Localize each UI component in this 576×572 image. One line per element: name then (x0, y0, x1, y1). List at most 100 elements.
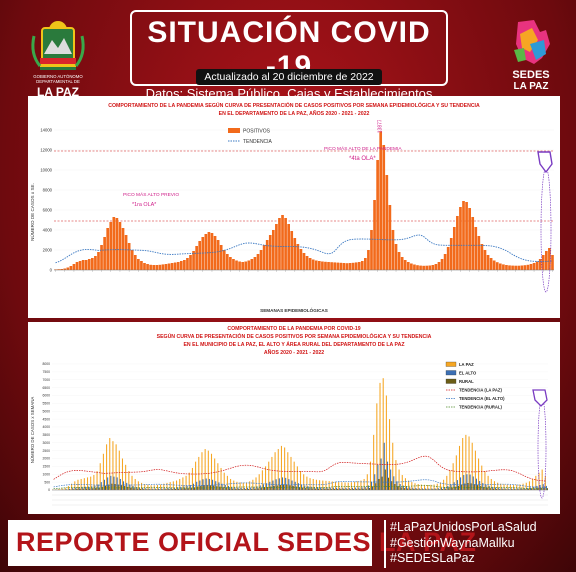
chart2-bar-la-paz (347, 482, 349, 490)
chart2-bar-el-alto (339, 487, 341, 490)
chart1-bar (284, 218, 287, 270)
chart2-bar-rural (397, 486, 399, 490)
chart1-bar (204, 234, 208, 270)
chart1-bar (192, 251, 195, 270)
chart2-bar-rural (451, 487, 453, 490)
chart2-bar-rural (133, 488, 135, 490)
chart1-bar (66, 267, 70, 270)
chart1-y-tick-label: 6000 (43, 208, 53, 213)
chart1-bar (235, 260, 238, 270)
chart1-y-tick-label: 10000 (40, 168, 52, 173)
logo-right-line2: LA PAZ (514, 81, 549, 92)
chart1-bar (259, 250, 263, 270)
chart2-bar-el-alto (119, 478, 121, 490)
chart2-trend-line (53, 485, 547, 490)
chart2-bar-rural (248, 489, 250, 490)
chart2-legend-swatch (445, 378, 457, 384)
chart2-bar-la-paz (369, 461, 372, 490)
municipality-chart-panel: COMPORTAMIENTO DE LA PANDEMIA POR COVID-… (28, 322, 560, 514)
chart1-annotation-fourth-wave: *4ta OLA* (349, 156, 376, 162)
chart2-bar-el-alto (167, 487, 169, 490)
chart2-y-tick-label: 3000 (42, 441, 50, 445)
chart2-bar-rural (155, 489, 157, 490)
chart1-bar (428, 265, 432, 270)
chart2-bar-rural (238, 488, 240, 490)
chart1-bar (410, 263, 413, 270)
chart2-bar-la-paz (443, 479, 445, 490)
chart2-bar-el-alto (495, 487, 497, 490)
logo-left-line2: DEPARTAMENTAL DE (36, 79, 80, 84)
logo-right-line1: SEDES (512, 69, 549, 81)
chart1-bar (299, 249, 303, 270)
chart2-bar-el-alto (132, 485, 134, 490)
chart2-bar-rural (413, 489, 415, 490)
chart1-bar (449, 238, 453, 270)
chart2-bar-rural (200, 485, 202, 490)
chart1-bar (247, 260, 251, 270)
chart2-bar-el-alto (177, 487, 179, 490)
chart2-bar-la-paz (210, 453, 213, 490)
chart2-bar-el-alto (501, 488, 503, 490)
chart2-bar-el-alto (161, 488, 163, 490)
chart1-bar (164, 264, 168, 270)
chart1-bar (103, 237, 106, 270)
chart2-bar-rural (225, 487, 227, 490)
chart2-title: COMPORTAMIENTO DE LA PANDEMIA POR COVID-… (227, 326, 361, 332)
chart1-bar (278, 218, 281, 270)
sedes-logo-icon (514, 20, 550, 64)
chart2-bar-rural (515, 489, 517, 490)
chart2-bar-el-alto (399, 484, 401, 490)
chart1-bar (97, 252, 100, 270)
chart2-bar-rural (143, 489, 145, 490)
chart2-bar-el-alto (154, 488, 156, 490)
chart1-bar (170, 263, 174, 270)
chart2-bar-la-paz (455, 455, 457, 490)
chart1-bar (318, 261, 321, 270)
chart2-bar-la-paz (141, 482, 143, 490)
chart2-bar-el-alto (84, 486, 86, 490)
chart1-bar (502, 264, 505, 270)
chart2-bar-la-paz (115, 444, 117, 490)
chart1-bar (382, 145, 386, 270)
chart1-bar (446, 247, 450, 270)
chart2-bar-el-alto (444, 487, 446, 490)
sedes-la-paz-logo: SEDES LA PAZ (512, 20, 550, 92)
chart2-bar-rural (104, 485, 107, 490)
chart2-bar-rural (508, 489, 510, 490)
chart2-bar-el-alto (371, 481, 373, 490)
chart2-bar-rural (168, 489, 170, 490)
chart2-bar-el-alto (72, 488, 74, 490)
chart2-bar-la-paz (420, 484, 422, 490)
logo-left-line3: LA PAZ (37, 85, 79, 98)
chart2-bar-el-alto (431, 488, 433, 490)
chart1-bar (462, 201, 465, 270)
chart2-bar-rural (327, 488, 329, 490)
chart2-subtitle-3: AÑOS 2020 - 2021 - 2022 (263, 350, 325, 356)
chart2-bar-rural (181, 488, 183, 490)
chart2-bar-el-alto (313, 486, 315, 490)
chart2-bar-rural (165, 489, 167, 490)
chart1-bar (397, 252, 401, 270)
chart2-bar-el-alto (301, 484, 303, 490)
chart1-bar (345, 263, 349, 270)
chart2-bar-el-alto (310, 486, 312, 490)
chart1-bar (379, 131, 383, 270)
chart2-bar-la-paz (471, 442, 473, 490)
chart1-bar (434, 264, 438, 270)
chart1-bar (140, 261, 143, 270)
chart1-bar (290, 231, 294, 270)
chart2-bar-el-alto (345, 487, 347, 490)
chart2-bar-la-paz (303, 474, 305, 490)
chart2-bar-rural (98, 487, 100, 490)
chart2-bar-el-alto (75, 487, 77, 490)
chart1-bar (388, 205, 392, 270)
chart1-bar (262, 245, 266, 270)
updated-date-badge: Actualizado al 20 diciembre de 2022 (196, 69, 382, 85)
chart2-bar-la-paz (389, 419, 391, 490)
chart1-bar (376, 160, 379, 270)
chart2-bar-la-paz (306, 476, 308, 490)
chart2-bar-rural (470, 483, 472, 490)
chart1-bar (130, 250, 134, 270)
chart1-bar (75, 262, 79, 270)
chart2-bar-rural (194, 487, 196, 490)
